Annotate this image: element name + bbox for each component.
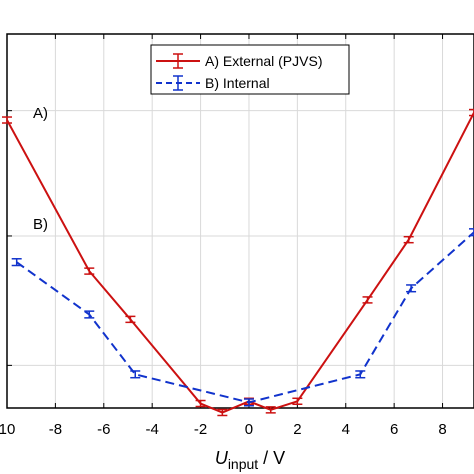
series-layer bbox=[2, 108, 474, 417]
x-tick-label: 6 bbox=[390, 421, 398, 438]
grid-lines bbox=[6, 34, 474, 408]
error-bar bbox=[217, 408, 228, 417]
error-bar bbox=[265, 406, 276, 414]
plot-frame bbox=[6, 33, 474, 409]
error-bar bbox=[469, 108, 474, 117]
x-tick-label: 0 bbox=[245, 421, 253, 438]
error-bar bbox=[406, 284, 417, 293]
x-axis-title: Uinput / V bbox=[215, 448, 285, 472]
legend: A) External (PJVS) B) Internal bbox=[150, 44, 350, 95]
error-bar bbox=[355, 370, 366, 379]
x-tick-label: -4 bbox=[146, 421, 159, 438]
axis-ticks: 10 -8 -6 -4 -2 0 2 4 6 8 bbox=[0, 34, 447, 438]
series-label-a: A) bbox=[33, 105, 48, 122]
legend-label: A) External (PJVS) bbox=[205, 53, 322, 69]
x-tick-label: -8 bbox=[49, 421, 62, 438]
error-bar bbox=[243, 398, 254, 407]
x-tick-label: 8 bbox=[438, 421, 446, 438]
error-bar bbox=[84, 267, 95, 275]
error-bar bbox=[292, 397, 303, 406]
error-bar bbox=[403, 235, 414, 244]
x-axis-symbol: U bbox=[215, 448, 229, 468]
x-axis-subscript: input bbox=[228, 456, 258, 472]
x-tick-label: 10 bbox=[0, 421, 15, 438]
legend-box bbox=[150, 44, 350, 95]
x-tick-label: -6 bbox=[97, 421, 110, 438]
error-bar bbox=[195, 399, 206, 408]
error-bar bbox=[11, 258, 22, 267]
x-tick-label: 4 bbox=[342, 421, 350, 438]
series-label-b: B) bbox=[33, 216, 48, 233]
error-bar bbox=[130, 370, 141, 379]
error-bar bbox=[2, 116, 12, 124]
series-line bbox=[6, 112, 474, 414]
series-external bbox=[2, 108, 474, 417]
error-bar bbox=[469, 228, 474, 237]
legend-entry: B) Internal bbox=[156, 75, 270, 91]
error-bar bbox=[362, 296, 373, 304]
legend-entry: A) External (PJVS) bbox=[156, 53, 322, 69]
x-axis-unit: / V bbox=[258, 448, 285, 468]
error-bar bbox=[84, 310, 95, 319]
legend-label: B) Internal bbox=[205, 75, 270, 91]
series-labels: A) B) bbox=[33, 105, 48, 233]
series-internal bbox=[11, 228, 474, 407]
x-tick-label: -2 bbox=[194, 421, 207, 438]
x-tick-label: 2 bbox=[293, 421, 301, 438]
x-axis-label: Uinput / V bbox=[215, 448, 285, 472]
error-bar bbox=[125, 315, 136, 324]
